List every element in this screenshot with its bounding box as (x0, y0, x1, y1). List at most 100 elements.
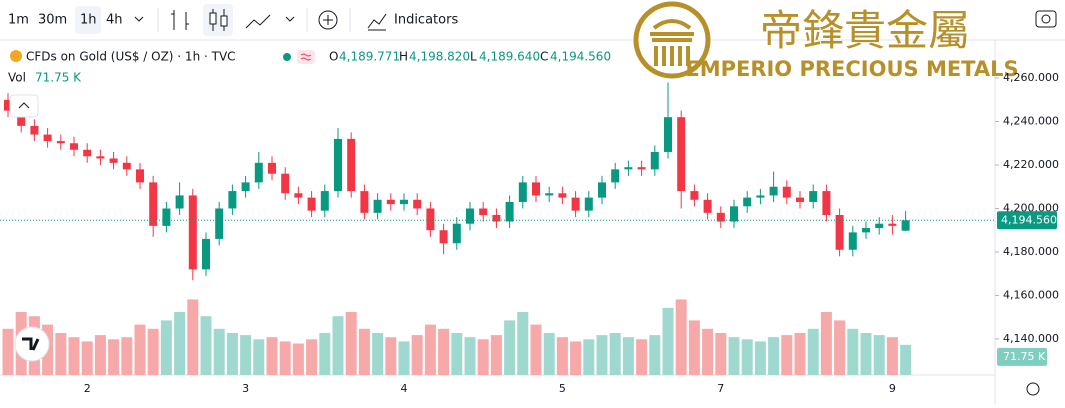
interval-button[interactable]: 1h (80, 13, 97, 28)
status-badge (300, 53, 312, 61)
candle-body (743, 197, 752, 207)
interval-button[interactable]: 1m (8, 13, 29, 28)
x-tick-label: 2 (84, 382, 91, 395)
volume-bar (886, 337, 898, 375)
indicators-icon[interactable] (367, 13, 387, 31)
volume-bar (108, 339, 120, 375)
candle-body (202, 238, 210, 270)
volume-bar (121, 337, 133, 375)
chart-type-active (203, 4, 233, 36)
y-tick-label: 4,140.000 (1003, 332, 1059, 345)
ohlc-letter: L (470, 50, 477, 64)
dropdown-icon[interactable] (134, 16, 144, 22)
candle-body (400, 199, 408, 205)
volume-bar (873, 335, 885, 375)
volume-bar (596, 335, 608, 375)
compare-icon[interactable] (318, 10, 338, 30)
candle-body (637, 167, 646, 170)
candle-body (320, 191, 329, 211)
volume-bar (583, 339, 595, 375)
volume-bar (94, 335, 106, 375)
indicators-button[interactable]: Indicators (394, 13, 458, 28)
compare-icon (323, 15, 333, 25)
candle-body (30, 125, 39, 135)
x-tick-label: 5 (559, 382, 566, 395)
volume-bar (688, 320, 700, 375)
volume-bar (253, 339, 265, 375)
candle-body (598, 182, 606, 198)
candle-body (650, 151, 659, 170)
volume-bar (543, 333, 555, 375)
volume-badge (997, 347, 1047, 366)
volume-bar (636, 339, 648, 375)
y-tick-label: 4,240.000 (1003, 115, 1059, 128)
candle-body (162, 208, 171, 226)
volume-bar (504, 320, 516, 375)
collapse-icon (18, 102, 30, 109)
volume-bar (240, 335, 252, 375)
candle-body (888, 223, 897, 226)
candle-body (228, 191, 237, 209)
candle-body (122, 162, 131, 170)
y-tick-label: 4,260.000 (1003, 71, 1059, 84)
volume-bar (622, 337, 634, 375)
area-icon[interactable] (245, 14, 271, 29)
candles-icon (209, 12, 217, 25)
dropdown-icon[interactable] (285, 16, 295, 22)
volume-bar (424, 324, 436, 375)
volume-bar (702, 328, 714, 375)
collapse-button[interactable] (9, 94, 39, 118)
candle-body (862, 228, 870, 233)
volume-bar (306, 339, 318, 375)
candle-body (386, 199, 395, 205)
candle-body (241, 182, 250, 192)
candle-body (70, 143, 78, 150)
settings-icon[interactable] (1026, 382, 1040, 396)
candle-body (413, 199, 422, 209)
volume-bar (385, 337, 397, 375)
candle-body (624, 167, 633, 170)
candle-body (426, 208, 435, 231)
candle-body (479, 208, 488, 215)
candle-body (848, 232, 857, 250)
volume-bar (662, 307, 674, 375)
volume-bar (570, 341, 582, 375)
candle-body (109, 158, 118, 163)
candle-body (690, 191, 699, 200)
volume-bar (174, 312, 186, 375)
candle-body (360, 191, 369, 213)
logo-chinese: 帝鋒貴金屬 (760, 6, 970, 55)
logo-emblem (650, 19, 694, 66)
candle-body (294, 193, 303, 198)
volume-bar (530, 324, 542, 375)
camera-icon[interactable] (1035, 10, 1057, 28)
interval-button[interactable]: 4h (106, 13, 123, 28)
ohlc-open: 4,189.771 (339, 50, 400, 64)
candle-body (466, 208, 474, 224)
candles-icon (220, 15, 228, 27)
symbol-icon (10, 50, 22, 62)
y-tick-label: 4,200.000 (1003, 201, 1059, 214)
candle-body (756, 195, 765, 198)
bars-icon[interactable] (171, 10, 189, 30)
volume-bar (319, 333, 331, 375)
interval-button[interactable]: 30m (38, 13, 67, 28)
volume-bar (358, 328, 370, 375)
candle-body (703, 199, 712, 213)
toolbar: 1m 30m 1h 4h Indicators (8, 4, 1057, 36)
candle-body (809, 191, 818, 202)
candle-body (545, 193, 554, 196)
candle-body (875, 223, 884, 229)
symbol-title[interactable]: CFDs on Gold (US$ / OZ) · 1h · TVC (26, 50, 236, 64)
volume-bar (438, 328, 450, 375)
volume-value: 71.75 K (35, 71, 82, 85)
candle-body (439, 230, 448, 244)
market-status (283, 53, 291, 61)
volume-bar (609, 333, 621, 375)
volume-bar (332, 316, 344, 375)
volume-bar (820, 312, 832, 375)
candle-body (532, 182, 540, 196)
volume-bar (411, 335, 423, 375)
volume-bar (226, 333, 238, 375)
x-tick-label: 9 (889, 382, 896, 395)
